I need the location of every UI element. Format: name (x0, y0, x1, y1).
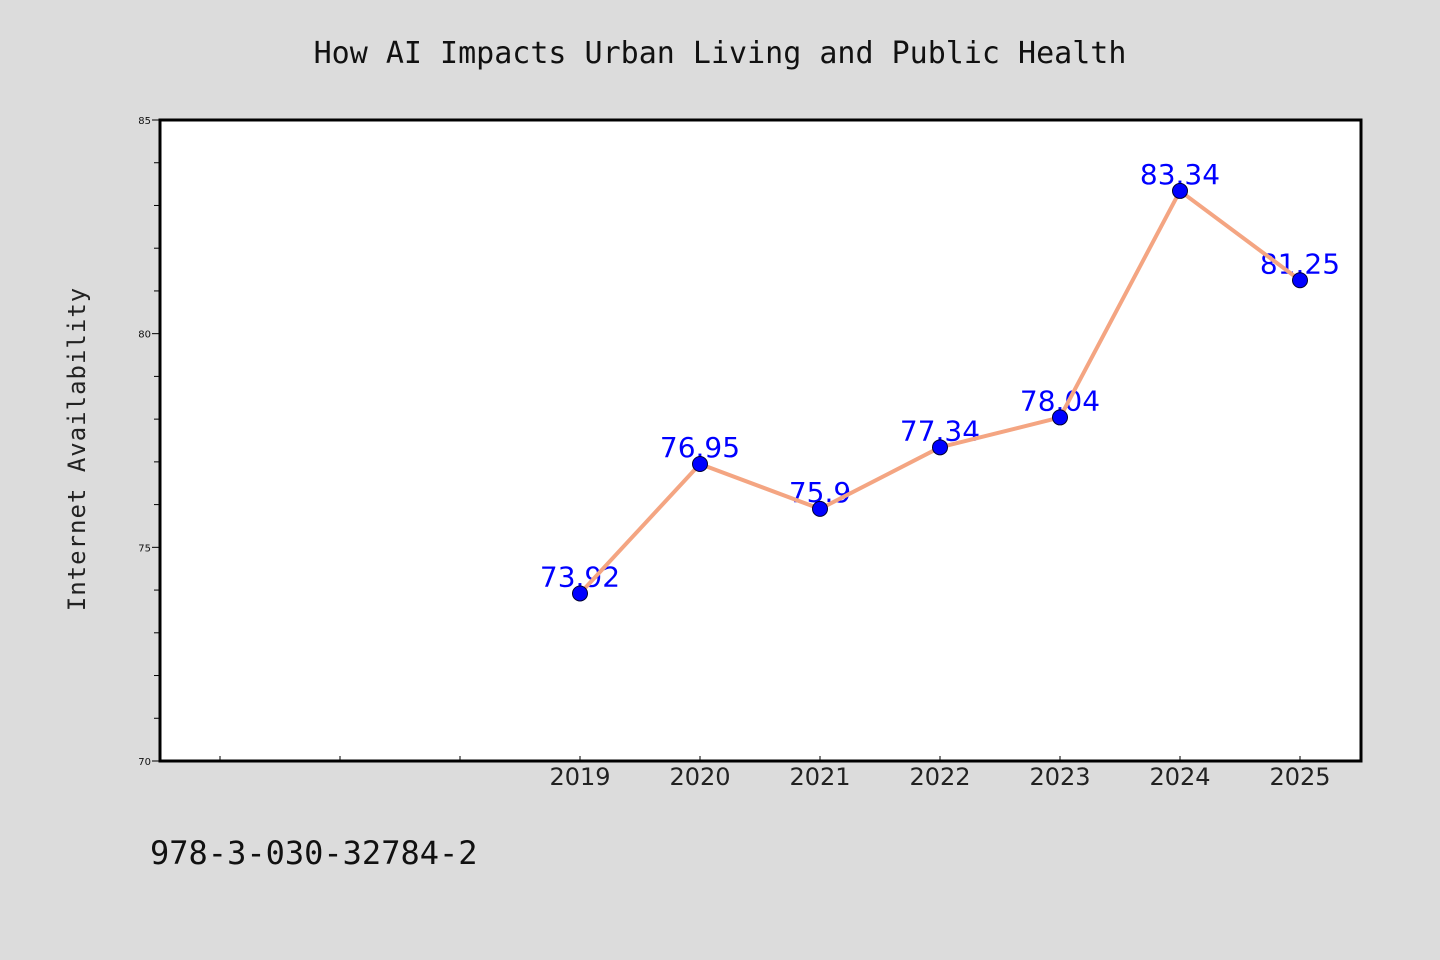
data-point (692, 456, 708, 473)
y-tick-label: 80 (138, 330, 151, 341)
x-tick-label: 2023 (1029, 763, 1090, 791)
y-tick-label: 70 (138, 757, 151, 768)
data-point (1292, 272, 1308, 289)
data-point (572, 585, 588, 602)
data-point (1172, 182, 1188, 199)
x-tick-label: 2019 (549, 763, 610, 791)
chart-title: How AI Impacts Urban Living and Public H… (314, 36, 1127, 71)
y-axis-label: Internet Availability (63, 287, 91, 611)
series-layer (572, 182, 1308, 602)
y-axis-ticks: 70 75 80 85 (138, 116, 160, 768)
isbn-footer: 978-3-030-32784-2 (150, 834, 478, 872)
y-tick-label: 75 (138, 543, 151, 554)
data-point (1052, 409, 1068, 426)
x-tick-label: 2024 (1149, 763, 1210, 791)
y-tick-label: 85 (138, 116, 151, 127)
data-point (812, 500, 828, 517)
plot-area (158, 118, 1363, 763)
x-tick-label: 2021 (789, 763, 850, 791)
x-axis-ticks: 2019 2020 2021 2022 2023 2024 2025 (219, 756, 1331, 791)
x-tick-label: 2022 (909, 763, 970, 791)
x-tick-label: 2025 (1269, 763, 1330, 791)
x-tick-label: 2020 (669, 763, 730, 791)
data-point (932, 439, 948, 456)
